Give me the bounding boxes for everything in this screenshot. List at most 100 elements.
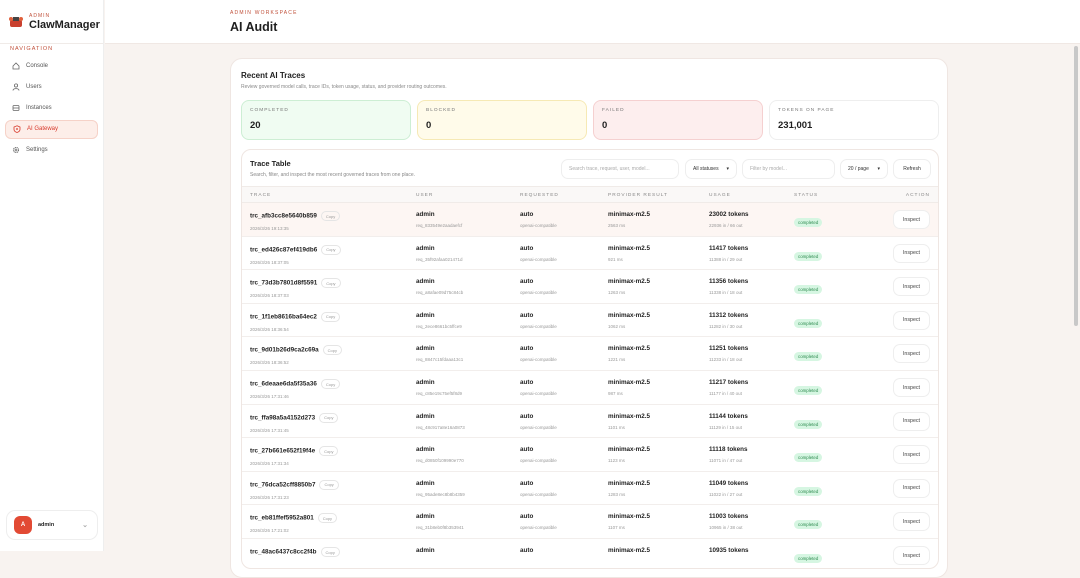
user: admin (416, 211, 435, 218)
copy-button[interactable]: Copy (320, 547, 340, 557)
stat-card: COMPLETED 20 (241, 100, 411, 140)
column-header: STATUS (794, 193, 819, 198)
nav: Console Users Instances AI Gateway Settings (0, 52, 103, 166)
table-row: trc_6deaae6da5f35a36 Copy 2026/3/26 17:31:… (242, 371, 938, 405)
sidebar-item-label: AI Gateway (27, 126, 59, 133)
user: admin (416, 345, 435, 353)
inspect-button[interactable]: Inspect (893, 378, 930, 397)
stat-label: FAILED (602, 108, 625, 113)
brand-title: ClawManager (29, 18, 100, 31)
latency: 1062 ms (608, 323, 626, 329)
status-badge: completed (794, 386, 823, 395)
inspect-button[interactable]: Inspect (893, 344, 930, 364)
trace-id: trc_48ac6437c8cc2f4b (250, 548, 317, 556)
copy-button[interactable]: Copy (320, 379, 341, 389)
section-title: Recent AI Traces (241, 71, 306, 80)
total-tokens: 11312 tokens (709, 311, 749, 319)
inspect-button[interactable]: Inspect (893, 546, 930, 565)
copy-button[interactable]: Copy (317, 513, 338, 524)
copy-button[interactable]: Copy (320, 211, 341, 221)
refresh-button[interactable]: Refresh (893, 159, 931, 179)
trace-id: trc_1f1eb8616ba64ec2 (250, 313, 317, 321)
user: admin (416, 479, 435, 487)
trace-time: 2026/3/26 17:31:45 (250, 427, 289, 433)
total-tokens: 11144 tokens (709, 412, 748, 420)
sidebar-item-label: Instances (26, 104, 52, 111)
sidebar-item-instances[interactable]: Instances (5, 98, 98, 117)
copy-button[interactable]: Copy (321, 244, 341, 255)
requested-model: auto (520, 479, 534, 487)
status-badge: completed (794, 318, 823, 328)
sidebar-item-settings[interactable]: Settings (5, 141, 98, 160)
requested-model: auto (520, 278, 534, 286)
request-id: req_833549e2aadaefcf (416, 223, 463, 228)
copy-button[interactable]: Copy (319, 446, 339, 457)
user: admin (416, 446, 435, 454)
copy-button[interactable]: Copy (320, 311, 341, 322)
user: admin (416, 311, 435, 319)
requested-model: auto (520, 244, 534, 252)
inspect-button[interactable]: Inspect (893, 277, 930, 297)
table-row: trc_27b661e652f19f4e Copy 2026/3/26 17:31:… (242, 438, 938, 472)
status-badge: completed (794, 453, 823, 463)
total-tokens: 23002 tokens (709, 211, 749, 218)
search-input[interactable]: Search trace, request, user, model... (561, 159, 679, 179)
trace-id: trc_ffa98a5a4152d273 (250, 414, 316, 422)
shield-icon (13, 125, 21, 133)
inspect-button[interactable]: Inspect (893, 445, 930, 465)
token-io: 10965 in / 38 out (709, 525, 743, 531)
latency: 1263 ms (608, 290, 626, 296)
page-size-select[interactable]: 20 / page ▾ (840, 159, 888, 179)
sidebar-item-ai-gateway[interactable]: AI Gateway (5, 119, 98, 139)
stat-value: 20 (250, 120, 261, 131)
inspect-button[interactable]: Inspect (893, 310, 930, 330)
column-header: ACTION (905, 193, 930, 198)
chevron-down-icon: ▾ (877, 166, 880, 172)
latency: 921 ms (608, 256, 623, 262)
status-badge: completed (794, 352, 823, 362)
total-tokens: 11251 tokens (709, 345, 749, 353)
section-subtitle: Review governed model calls, trace IDs, … (241, 84, 447, 90)
inspect-button[interactable]: Inspect (893, 210, 930, 229)
status-badge: completed (794, 520, 823, 530)
table-row: trc_76dca52cff8850b7 Copy 2026/3/26 17:31:… (242, 472, 938, 506)
model-filter-input[interactable]: Filter by model... (742, 159, 835, 179)
copy-button[interactable]: Copy (321, 278, 341, 289)
protocol: openai-compatible (520, 223, 557, 228)
user: admin (416, 513, 435, 521)
requested-model: auto (520, 446, 534, 454)
inspect-button[interactable]: Inspect (893, 411, 930, 431)
inspect-button[interactable]: Inspect (893, 243, 930, 263)
copy-button[interactable]: Copy (322, 345, 342, 356)
user-menu[interactable]: A admin ⌄ (6, 510, 98, 540)
copy-button[interactable]: Copy (319, 412, 339, 423)
column-header: PROVIDER RESULT (608, 193, 668, 198)
request-id: req_31b8eb0f8b353941 (416, 525, 464, 531)
sidebar-item-console[interactable]: Console (5, 56, 98, 75)
token-io: 11388 in / 29 out (709, 256, 743, 262)
scrollbar[interactable] (1074, 46, 1078, 326)
copy-button[interactable]: Copy (319, 479, 339, 490)
request-id: req_48c917a8e16a0873 (416, 424, 465, 430)
inspect-button[interactable]: Inspect (893, 512, 930, 532)
protocol: openai-compatible (520, 458, 557, 464)
total-tokens: 11003 tokens (709, 513, 749, 521)
column-header: REQUESTED (520, 193, 559, 198)
status-select[interactable]: All statuses ▾ (685, 159, 737, 179)
protocol: openai-compatible (520, 290, 557, 296)
token-io: 22936 in / 66 out (709, 223, 743, 228)
provider-model: minimax-m2.5 (608, 412, 650, 420)
token-io: 11177 in / 40 out (709, 391, 742, 396)
stat-value: 231,001 (778, 120, 813, 131)
total-tokens: 11118 tokens (709, 446, 748, 454)
protocol: openai-compatible (520, 357, 557, 363)
trace-time: 2026/3/26 17:31:34 (250, 461, 289, 467)
latency: 987 ms (608, 391, 623, 396)
sidebar-item-users[interactable]: Users (5, 77, 98, 96)
requested-model: auto (520, 379, 534, 386)
token-io: 11233 in / 18 out (709, 357, 743, 363)
requested-model: auto (520, 513, 534, 521)
provider-model: minimax-m2.5 (608, 345, 650, 353)
sidebar-item-label: Users (26, 83, 42, 90)
inspect-button[interactable]: Inspect (893, 478, 930, 498)
